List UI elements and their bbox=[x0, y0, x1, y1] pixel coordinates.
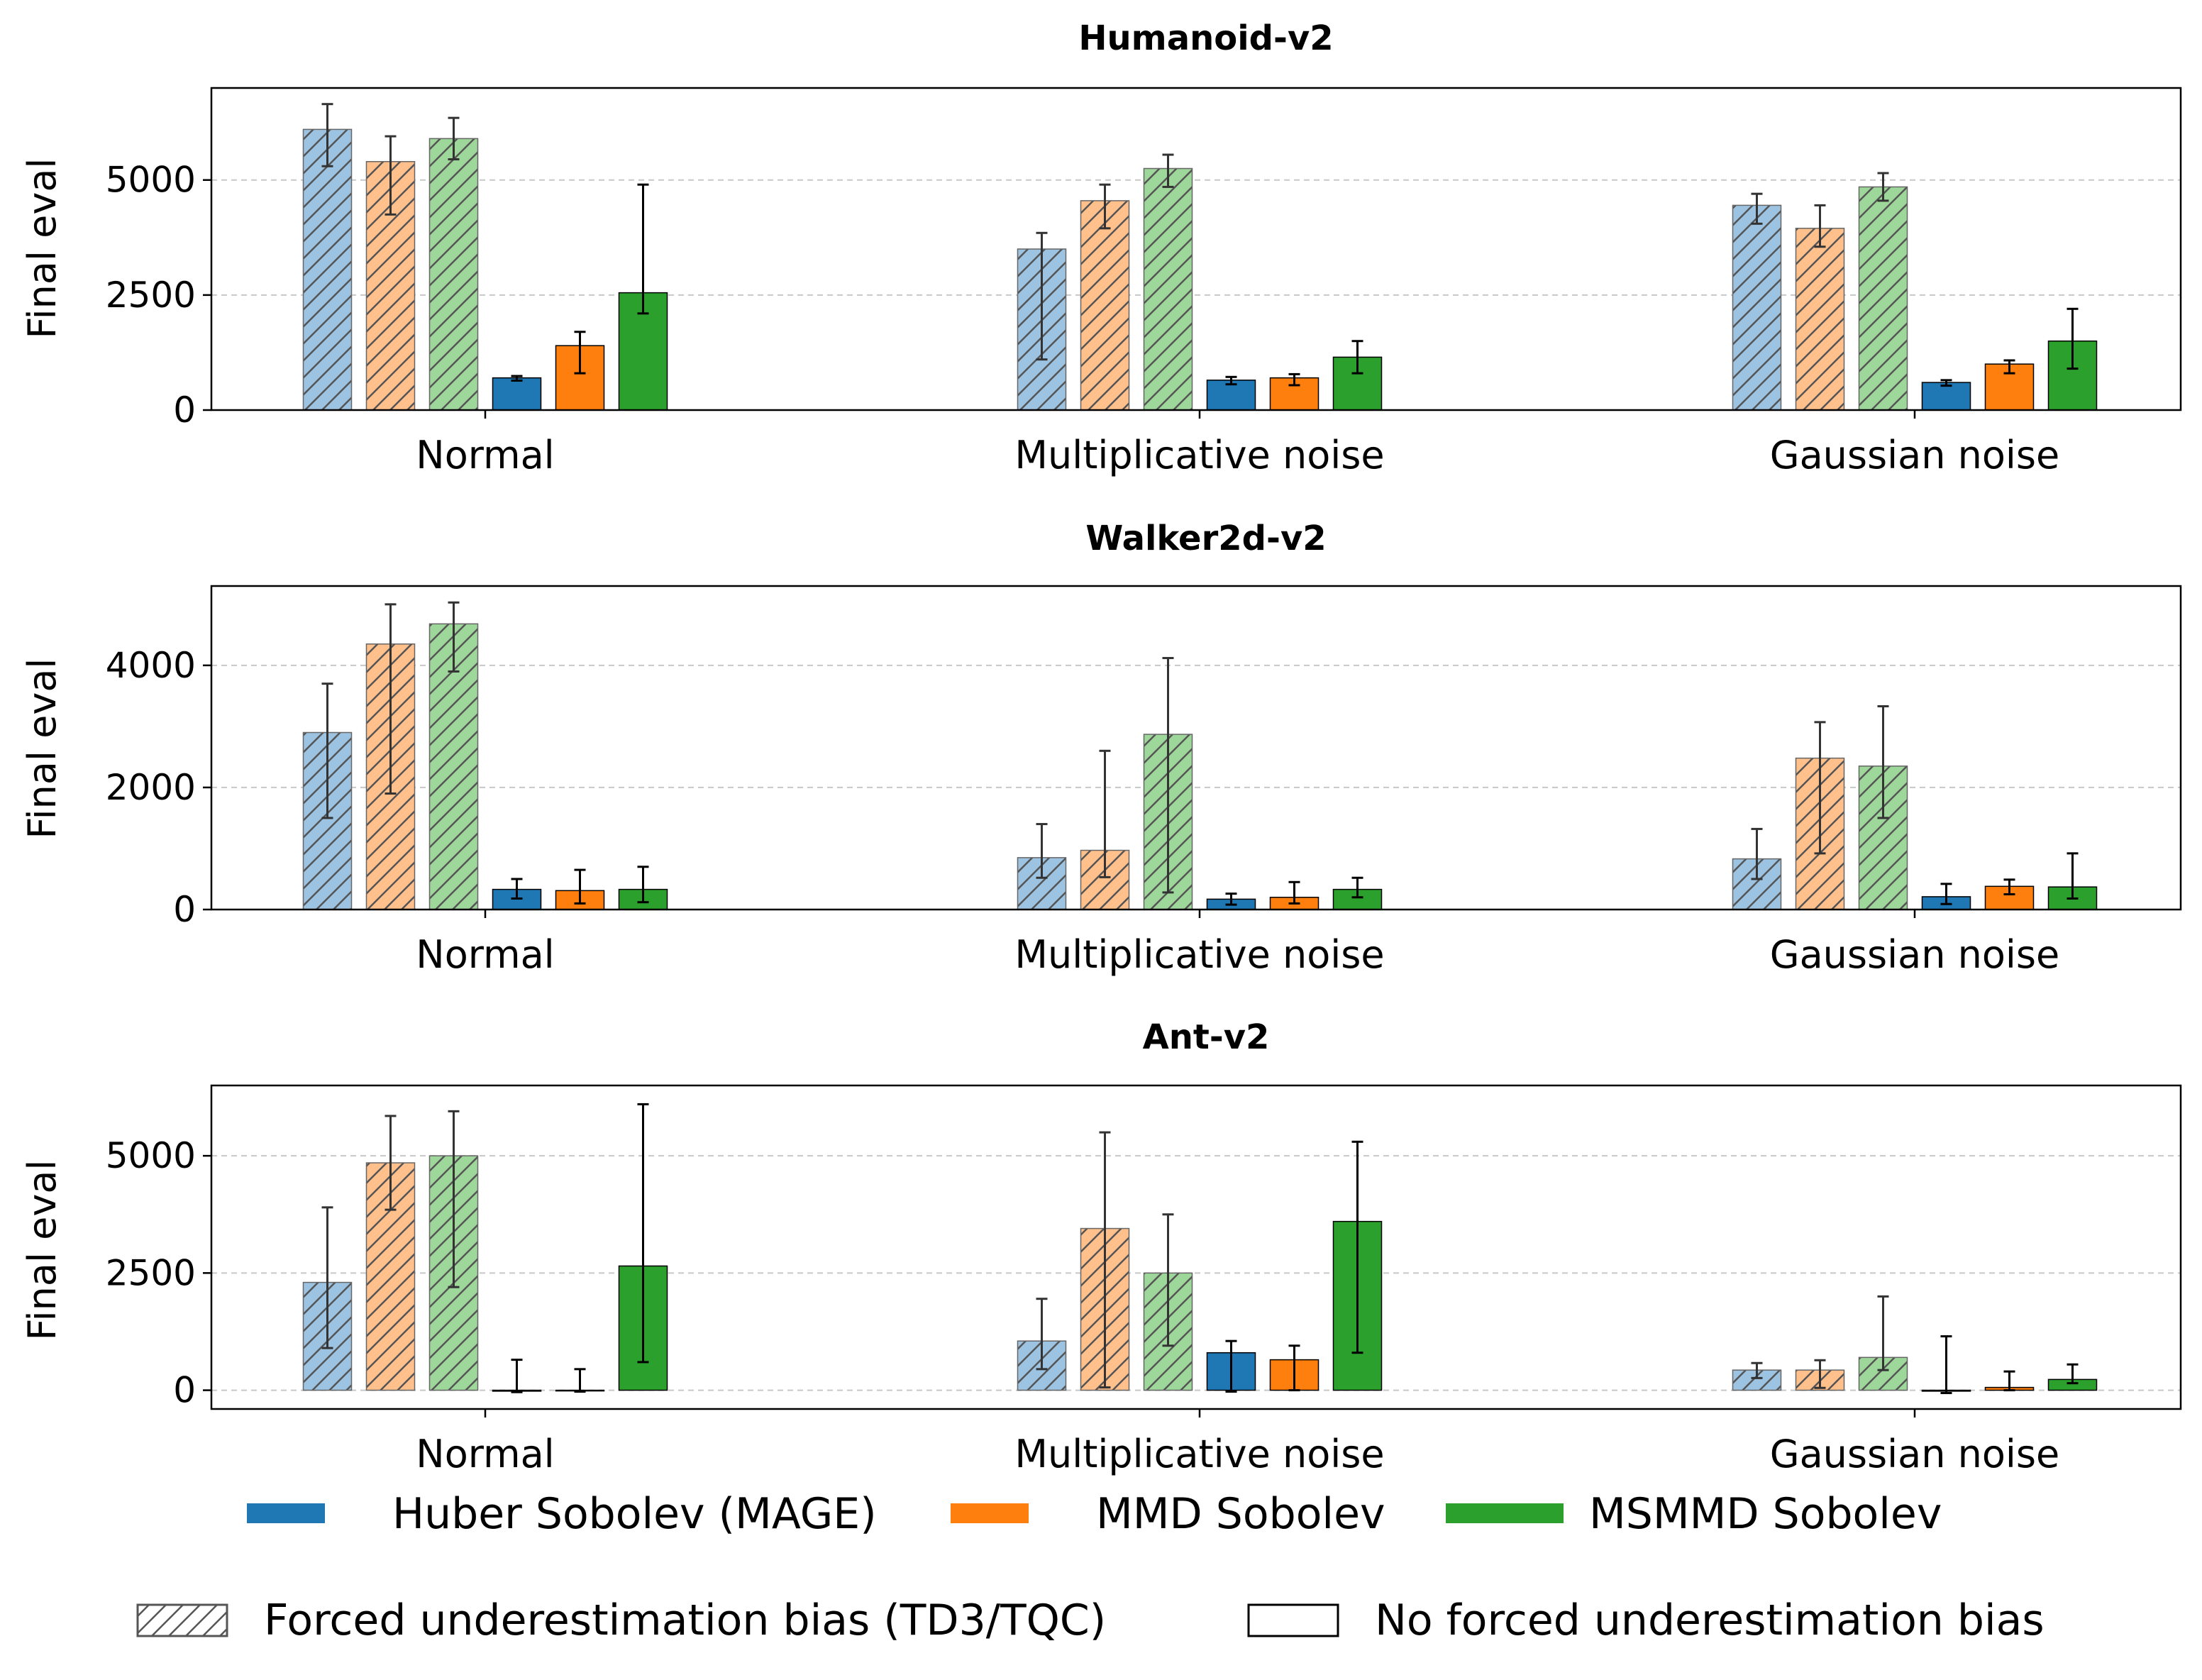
y-tick-label: 5000 bbox=[106, 160, 196, 201]
panel-humanoid: Humanoid-v2 Final eval 0 2500 5000 Normal Mu… bbox=[20, 18, 2182, 477]
bar-forced-bias-hatch bbox=[1858, 186, 1908, 411]
panel-title: Ant-v2 bbox=[1143, 1017, 1270, 1057]
y-axis-label: Final eval bbox=[20, 1160, 65, 1341]
y-tick-label: 2000 bbox=[106, 767, 196, 808]
y-tick-label: 0 bbox=[173, 889, 196, 930]
legend-hatch-swatch bbox=[136, 1603, 228, 1637]
legend-label: MMD Sobolev bbox=[1096, 1489, 1385, 1539]
legend-label: Huber Sobolev (MAGE) bbox=[392, 1489, 877, 1539]
legend-entry-huber: Huber Sobolev (MAGE) bbox=[247, 1489, 877, 1539]
legend-entry-msmmd: MSMMD Sobolev bbox=[1446, 1489, 1942, 1539]
y-tick-label: 2500 bbox=[106, 275, 196, 316]
y-tick-label: 4000 bbox=[106, 645, 196, 686]
bar-forced-bias-hatch bbox=[1795, 228, 1845, 411]
panel-walker2d: Walker2d-v2 Final eval 0 2000 4000 Normal Mu… bbox=[20, 519, 2182, 977]
axes-frame bbox=[210, 1084, 2182, 1410]
y-tick-label: 0 bbox=[173, 389, 196, 431]
y-axis-label: Final eval bbox=[20, 158, 65, 339]
legend-label: MSMMD Sobolev bbox=[1589, 1489, 1942, 1539]
plot-area: 0 2500 5000 Normal Multiplicative noise Gauss… bbox=[106, 1084, 2182, 1476]
axes-frame bbox=[210, 585, 2182, 911]
x-tick-label: Gaussian noise bbox=[1770, 433, 2060, 477]
panel-title: Humanoid-v2 bbox=[1078, 18, 1333, 58]
x-tick-label: Gaussian noise bbox=[1770, 1432, 2060, 1476]
y-tick-label: 0 bbox=[173, 1370, 196, 1411]
legend-swatch bbox=[951, 1503, 1029, 1523]
bar-forced-bias-hatch bbox=[1080, 200, 1130, 411]
y-axis-label: Final eval bbox=[20, 658, 65, 839]
legend-swatch bbox=[247, 1503, 325, 1523]
plot-area: 0 2000 4000 Normal Multiplicative noise Gauss… bbox=[106, 585, 2182, 977]
legend-entry-forced-bias: Forced underestimation bias (TD3/TQC) bbox=[136, 1596, 1106, 1645]
bar-forced-bias-hatch bbox=[1143, 167, 1193, 411]
axes-frame bbox=[210, 87, 2182, 411]
bar-no-forced-bias bbox=[1921, 382, 1971, 411]
legend-entry-no-forced-bias: No forced underestimation bias bbox=[1247, 1596, 2045, 1645]
legend-swatch bbox=[1446, 1503, 1564, 1523]
legend-label: Forced underestimation bias (TD3/TQC) bbox=[264, 1596, 1106, 1645]
x-tick-label: Multiplicative noise bbox=[1014, 433, 1384, 477]
legend-plain-swatch bbox=[1247, 1603, 1339, 1637]
x-tick-label: Multiplicative noise bbox=[1014, 1432, 1384, 1476]
bar-forced-bias-hatch bbox=[1732, 204, 1782, 411]
legend-label: No forced underestimation bias bbox=[1375, 1596, 2045, 1645]
legend-entry-mmd: MMD Sobolev bbox=[951, 1489, 1385, 1539]
bar-forced-bias-hatch bbox=[428, 138, 479, 411]
legend: Huber Sobolev (MAGE) MMD Sobolev MSMMD S… bbox=[136, 1489, 2045, 1645]
x-tick-label: Normal bbox=[416, 433, 554, 477]
x-tick-label: Gaussian noise bbox=[1770, 932, 2060, 977]
bar-no-forced-bias bbox=[492, 377, 542, 411]
panel-ant: Ant-v2 Final eval 0 2500 5000 Normal Multipl… bbox=[20, 1017, 2182, 1476]
x-tick-label: Multiplicative noise bbox=[1014, 932, 1384, 977]
y-tick-label: 2500 bbox=[106, 1252, 196, 1293]
bar-forced-bias-hatch bbox=[302, 128, 353, 411]
x-tick-label: Normal bbox=[416, 932, 554, 977]
plot-area: 0 2500 5000 Normal Multiplicative noise Gauss… bbox=[106, 87, 2182, 477]
panel-title: Walker2d-v2 bbox=[1085, 519, 1326, 558]
y-tick-label: 5000 bbox=[106, 1135, 196, 1176]
x-tick-label: Normal bbox=[416, 1432, 554, 1476]
